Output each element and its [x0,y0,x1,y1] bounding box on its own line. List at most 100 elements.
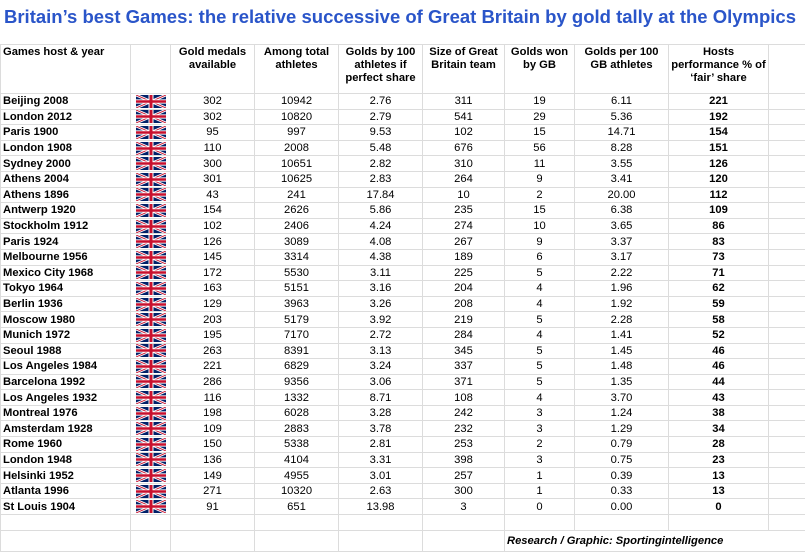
row-gold-cell[interactable]: 286 [171,374,255,390]
row-gold-cell[interactable]: 154 [171,203,255,219]
row-performance-cell[interactable]: 0 [669,499,769,515]
row-team-cell[interactable]: 232 [423,421,505,437]
row-won-cell[interactable]: 5 [505,265,575,281]
header-athletes[interactable]: Among total athletes [255,45,339,94]
row-team-cell[interactable]: 242 [423,405,505,421]
row-won-cell[interactable]: 9 [505,171,575,187]
row-host-cell[interactable]: Athens 1896 [1,187,131,203]
row-per100-cell[interactable]: 2.76 [339,94,423,110]
row-gold-cell[interactable]: 102 [171,218,255,234]
row-gold-cell[interactable]: 91 [171,499,255,515]
row-gold-cell[interactable]: 271 [171,483,255,499]
row-gold-cell[interactable]: 126 [171,234,255,250]
row-per100-cell[interactable]: 3.26 [339,296,423,312]
row-team-cell[interactable]: 337 [423,359,505,375]
row-per100-cell[interactable]: 2.72 [339,327,423,343]
row-empty-cell[interactable] [769,94,805,110]
row-flag-cell[interactable] [131,140,171,156]
row-empty-cell[interactable] [769,296,805,312]
row-won-cell[interactable]: 15 [505,125,575,141]
blank-cell[interactable] [423,530,505,551]
row-empty-cell[interactable] [769,249,805,265]
row-won-cell[interactable]: 6 [505,249,575,265]
row-per100-cell[interactable]: 3.11 [339,265,423,281]
row-athletes-cell[interactable]: 3089 [255,234,339,250]
row-host-cell[interactable]: Moscow 1980 [1,312,131,328]
row-host-cell[interactable]: Amsterdam 1928 [1,421,131,437]
blank-cell[interactable] [669,515,769,531]
row-team-cell[interactable]: 219 [423,312,505,328]
row-host-cell[interactable]: Tokyo 1964 [1,281,131,297]
row-gbper100-cell[interactable]: 20.00 [575,187,669,203]
row-team-cell[interactable]: 311 [423,94,505,110]
row-performance-cell[interactable]: 109 [669,203,769,219]
row-team-cell[interactable]: 253 [423,437,505,453]
header-host[interactable]: Games host & year [1,45,131,94]
blank-cell[interactable] [131,515,171,531]
row-team-cell[interactable]: 204 [423,281,505,297]
row-performance-cell[interactable]: 52 [669,327,769,343]
row-host-cell[interactable]: Antwerp 1920 [1,203,131,219]
row-athletes-cell[interactable]: 2406 [255,218,339,234]
row-gbper100-cell[interactable]: 0.33 [575,483,669,499]
row-gbper100-cell[interactable]: 8.28 [575,140,669,156]
row-team-cell[interactable]: 102 [423,125,505,141]
row-host-cell[interactable]: St Louis 1904 [1,499,131,515]
row-per100-cell[interactable]: 4.08 [339,234,423,250]
row-gold-cell[interactable]: 109 [171,421,255,437]
row-empty-cell[interactable] [769,265,805,281]
row-per100-cell[interactable]: 2.63 [339,483,423,499]
row-team-cell[interactable]: 225 [423,265,505,281]
row-empty-cell[interactable] [769,156,805,172]
row-athletes-cell[interactable]: 651 [255,499,339,515]
row-gbper100-cell[interactable]: 0.79 [575,437,669,453]
blank-cell[interactable] [255,530,339,551]
row-athletes-cell[interactable]: 4955 [255,468,339,484]
row-per100-cell[interactable]: 2.82 [339,156,423,172]
row-per100-cell[interactable]: 4.24 [339,218,423,234]
row-host-cell[interactable]: Stockholm 1912 [1,218,131,234]
blank-cell[interactable] [131,530,171,551]
row-gold-cell[interactable]: 43 [171,187,255,203]
row-empty-cell[interactable] [769,359,805,375]
row-flag-cell[interactable] [131,405,171,421]
row-per100-cell[interactable]: 3.24 [339,359,423,375]
row-team-cell[interactable]: 189 [423,249,505,265]
row-team-cell[interactable]: 257 [423,468,505,484]
row-performance-cell[interactable]: 38 [669,405,769,421]
row-gold-cell[interactable]: 110 [171,140,255,156]
header-performance[interactable]: Hosts performance % of ‘fair’ share [669,45,769,94]
row-gbper100-cell[interactable]: 1.92 [575,296,669,312]
row-host-cell[interactable]: Los Angeles 1932 [1,390,131,406]
row-won-cell[interactable]: 4 [505,390,575,406]
row-flag-cell[interactable] [131,218,171,234]
row-gbper100-cell[interactable]: 1.96 [575,281,669,297]
row-host-cell[interactable]: Munich 1972 [1,327,131,343]
row-gbper100-cell[interactable]: 1.24 [575,405,669,421]
row-team-cell[interactable]: 284 [423,327,505,343]
row-per100-cell[interactable]: 3.16 [339,281,423,297]
header-gb-team[interactable]: Size of Great Britain team [423,45,505,94]
row-athletes-cell[interactable]: 4104 [255,452,339,468]
row-gbper100-cell[interactable]: 2.28 [575,312,669,328]
row-team-cell[interactable]: 10 [423,187,505,203]
row-empty-cell[interactable] [769,468,805,484]
row-athletes-cell[interactable]: 7170 [255,327,339,343]
row-flag-cell[interactable] [131,281,171,297]
row-performance-cell[interactable]: 192 [669,109,769,125]
row-athletes-cell[interactable]: 5179 [255,312,339,328]
row-team-cell[interactable]: 541 [423,109,505,125]
row-won-cell[interactable]: 19 [505,94,575,110]
blank-cell[interactable] [1,515,131,531]
header-flag[interactable] [131,45,171,94]
row-athletes-cell[interactable]: 8391 [255,343,339,359]
row-athletes-cell[interactable]: 6829 [255,359,339,375]
row-host-cell[interactable]: Athens 2004 [1,171,131,187]
row-athletes-cell[interactable]: 3314 [255,249,339,265]
row-flag-cell[interactable] [131,203,171,219]
row-athletes-cell[interactable]: 3963 [255,296,339,312]
row-flag-cell[interactable] [131,437,171,453]
row-flag-cell[interactable] [131,327,171,343]
blank-cell[interactable] [505,515,575,531]
row-athletes-cell[interactable]: 241 [255,187,339,203]
